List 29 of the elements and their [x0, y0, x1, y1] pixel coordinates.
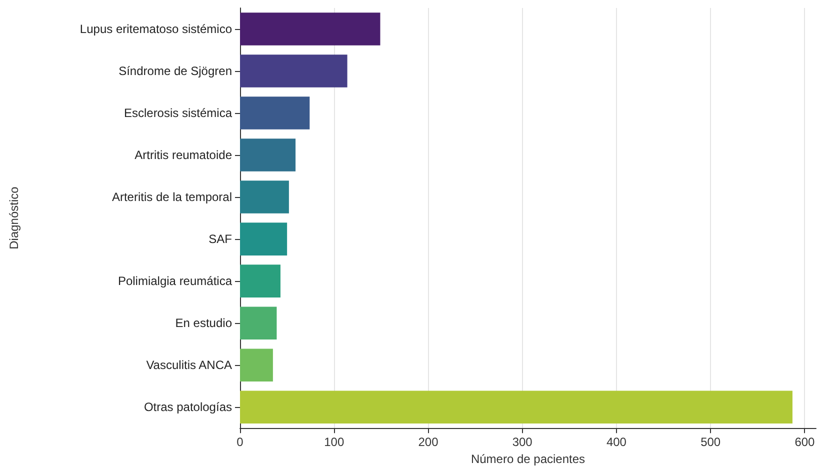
bar	[240, 306, 277, 340]
x-tick-label: 200	[418, 435, 439, 450]
y-tick-label: Esclerosis sistémica	[124, 106, 232, 120]
bar	[240, 180, 289, 214]
y-axis-title: Diagnóstico	[7, 186, 21, 250]
bar	[240, 264, 280, 298]
x-tick-label: 400	[606, 435, 627, 450]
x-tick-label: 600	[794, 435, 816, 450]
y-tick-label: Vasculitis ANCA	[146, 358, 232, 372]
y-tick-label: Artritis reumatoide	[134, 148, 232, 162]
bar	[240, 12, 380, 46]
y-tick-label: Polimialgia reumática	[118, 274, 232, 288]
y-tick-label: Arteritis de la temporal	[112, 190, 232, 204]
bar	[240, 348, 273, 382]
bar	[240, 96, 310, 130]
x-tick-label: 500	[700, 435, 721, 450]
x-tick-label: 300	[512, 435, 533, 450]
bar	[240, 138, 296, 172]
bar	[240, 390, 792, 424]
x-tick-label: 100	[324, 435, 344, 450]
y-tick-label: Otras patologías	[144, 400, 232, 414]
y-tick-label: Síndrome de Sjögren	[118, 64, 232, 78]
x-tick-label: 0	[236, 435, 244, 450]
bar	[240, 222, 288, 256]
y-tick-label: SAF	[208, 232, 232, 246]
y-tick-label: Lupus eritematoso sistémico	[80, 22, 232, 36]
bar	[240, 54, 348, 88]
y-tick-label: En estudio	[175, 316, 232, 330]
x-axis-title: Número de pacientes	[470, 452, 586, 466]
